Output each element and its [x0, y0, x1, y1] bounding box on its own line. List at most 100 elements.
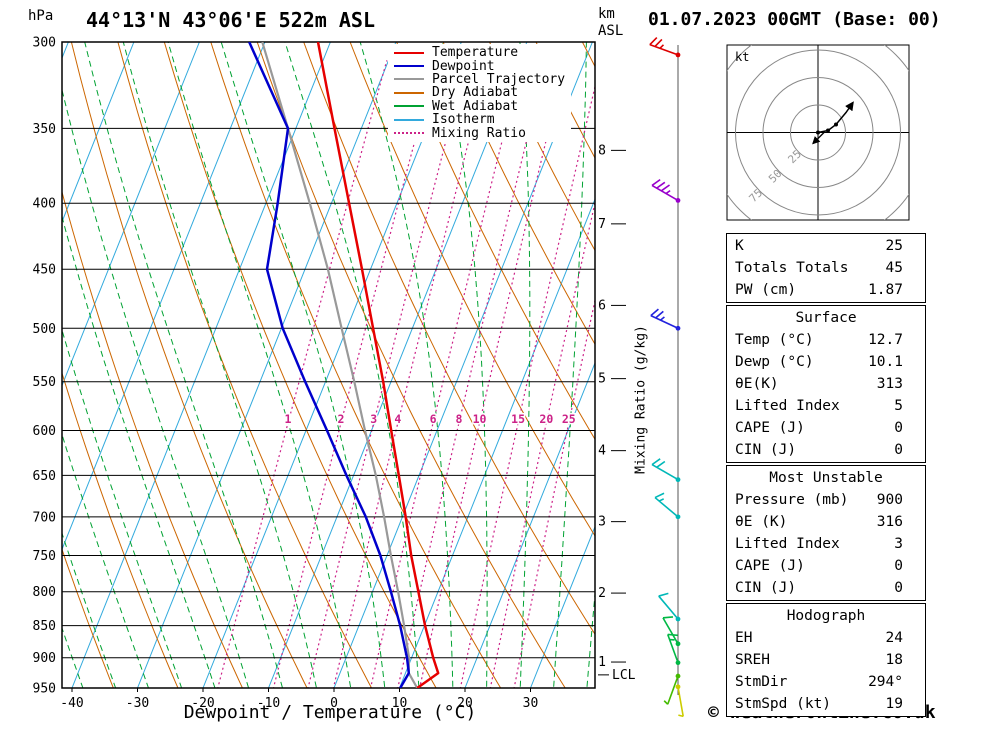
table-label: CIN (J)	[735, 442, 797, 458]
altitude-axis-unit: km ASL	[598, 6, 623, 40]
wind-barb-tick	[660, 316, 665, 321]
pressure-tick-label: 400	[33, 197, 56, 212]
legend-label: Temperature	[432, 45, 519, 61]
legend-label: Isotherm	[432, 112, 495, 128]
km-tick-label: 1	[598, 655, 606, 670]
temp-tick-label: -40	[60, 696, 83, 711]
table-value: 24	[885, 630, 903, 646]
dewpoint-line-swatch	[394, 65, 424, 68]
wind-barb-tick	[654, 492, 665, 499]
isotherm-line	[399, 197, 595, 688]
table-value: 5	[894, 398, 903, 414]
chart-legend: Temperature Dewpoint Parcel Trajectory D…	[388, 44, 572, 142]
wind-barb	[677, 686, 684, 717]
wet-adiabat-line	[0, 3, 28, 716]
hodograph-unit-label: kt	[735, 50, 749, 64]
table-value: 12.7	[868, 332, 903, 348]
table-row: Lifted Index 3	[727, 533, 925, 555]
wind-barb-tick	[650, 308, 659, 317]
altitude-unit-km: km	[598, 6, 615, 22]
wind-barb	[651, 184, 679, 202]
wet-adiabat-line	[62, 87, 250, 688]
mixing-ratio-value-label: 10	[473, 412, 487, 426]
x-axis-label: Dewpoint / Temperature (°C)	[183, 702, 477, 723]
dry-adiabat-line	[442, 42, 595, 346]
table-value: 10.1	[868, 354, 903, 370]
table-row: PW (cm) 1.87	[727, 279, 925, 301]
mixing-ratio-value-label: 20	[539, 412, 553, 426]
wind-barb-dot	[675, 198, 681, 203]
table-value: 316	[876, 514, 903, 530]
wet-adiabat-swatch	[394, 105, 424, 108]
table-row: StmDir 294°	[727, 671, 925, 693]
wind-barb-tick	[656, 460, 666, 468]
sounding-curves	[248, 42, 440, 688]
isotherm-line	[0, 42, 3, 688]
wind-barb-tick	[665, 189, 671, 195]
wind-barb-tick	[649, 36, 658, 46]
km-tick-label: 3	[598, 515, 606, 530]
table-row: CAPE (J) 0	[727, 555, 925, 577]
table-row: θE(K) 313	[727, 373, 925, 395]
dry-adiabat-line	[489, 42, 595, 252]
wind-barb-dot	[675, 641, 681, 647]
mixing-ratio-line	[489, 200, 595, 688]
legend-item-parcel-trajectory: Parcel Trajectory	[394, 71, 566, 87]
pressure-axis-unit: hPa	[28, 8, 54, 24]
legend-label: Parcel Trajectory	[432, 71, 566, 87]
wind-barb	[651, 463, 679, 481]
wind-barb-tick	[651, 178, 661, 187]
legend-label: Mixing Ratio	[432, 125, 526, 141]
wind-barb-dot	[675, 684, 681, 690]
wind-barb-tick	[667, 633, 678, 637]
wet-adiabat-line	[122, 42, 318, 688]
temp-tick-label: 30	[523, 696, 539, 711]
hodograph-trace-dot	[826, 128, 830, 133]
mixing-ratio-value-label: 2	[338, 412, 345, 426]
plot-border	[61, 41, 596, 689]
wet-adiabat-line	[62, 214, 216, 688]
table-value: 45	[885, 260, 903, 276]
dry-adiabat-line	[62, 190, 244, 688]
isotherm-line	[202, 42, 462, 688]
table-row: Temp (°C) 12.7	[727, 329, 925, 351]
table-value: 313	[876, 376, 903, 392]
wind-barb-dot	[675, 616, 681, 622]
dry-adiabat-line	[70, 42, 308, 688]
table-row: K 25	[727, 235, 925, 257]
stats-panel: K 25 Totals Totals 45 PW (cm) 1.87 Surface Te…	[726, 233, 926, 717]
table-label: StmDir	[735, 674, 788, 690]
surface-table-header: Surface	[795, 310, 857, 326]
wind-barb-tick	[655, 310, 664, 319]
table-value: 0	[894, 558, 903, 574]
temperature-line-swatch	[394, 51, 424, 54]
table-value: 0	[894, 580, 903, 596]
wind-barb-dot	[675, 660, 681, 666]
hodograph-ring	[735, 49, 901, 216]
altitude-unit-asl: ASL	[598, 23, 624, 39]
table-label: CAPE (J)	[735, 420, 805, 436]
surface-table: Surface Temp (°C) 12.7 Dewp (°C) 10.1 θE(K) 3…	[726, 305, 926, 463]
isotherm-line	[268, 42, 528, 688]
isotherm-swatch	[394, 118, 424, 121]
km-tick-label: 7	[598, 217, 606, 232]
pressure-tick-label: 350	[33, 122, 56, 137]
legend-item-mixing-ratio: Mixing Ratio	[394, 125, 565, 141]
isotherm-line	[62, 42, 266, 551]
table-row: StmSpd (kt) 19	[727, 693, 925, 715]
dewpoint-line	[248, 42, 411, 688]
table-row: Lifted Index 5	[727, 395, 925, 417]
table-row: Totals Totals 45	[727, 257, 925, 279]
wet-adiabat-line	[359, 42, 454, 688]
legend-label: Dry Adiabat	[432, 85, 519, 101]
table-value: 294°	[868, 674, 903, 690]
wind-barb-dot	[675, 52, 681, 58]
mixing-ratio-value-label: 25	[562, 412, 576, 426]
table-row: Pressure (mb) 900	[727, 489, 925, 511]
page-title: 44°13'N 43°06'E 522m ASL	[86, 8, 375, 32]
table-label: Pressure (mb)	[735, 492, 849, 508]
wind-barb-tick	[654, 38, 663, 48]
most-unstable-table-header: Most Unstable	[769, 470, 883, 486]
temp-tick-label: 10	[392, 696, 408, 711]
table-value: 25	[885, 238, 903, 254]
